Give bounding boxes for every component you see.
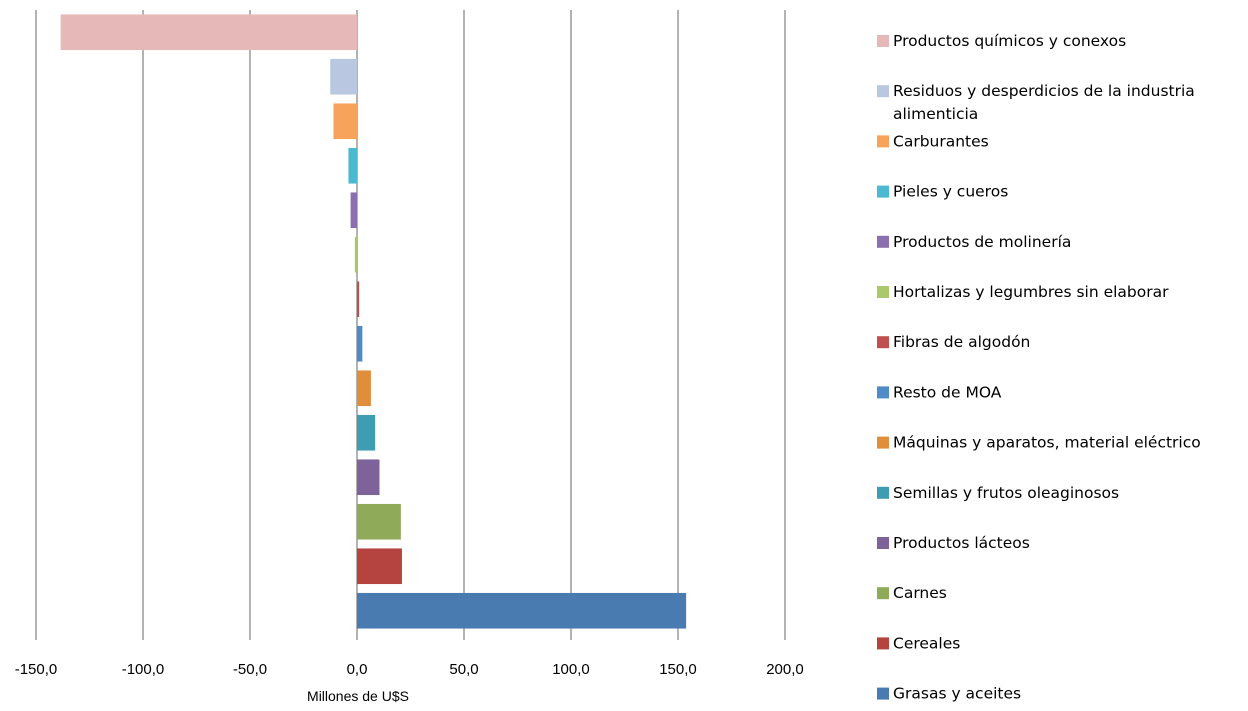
bar-0	[60, 14, 358, 51]
legend-swatch	[877, 637, 889, 650]
bar-11	[357, 503, 401, 540]
x-axis-title: Millones de U$S	[307, 688, 409, 704]
legend-label: Hortalizas y legumbres sin elaborar	[893, 283, 1169, 301]
legend-label: Cereales	[893, 634, 960, 652]
x-tick-label: 150,0	[659, 661, 697, 678]
legend-label: Productos de molinería	[893, 233, 1071, 251]
legend-label: alimenticia	[893, 105, 978, 123]
legend: Productos químicos y conexos Residuos y d…	[877, 32, 1201, 703]
legend-label: Carburantes	[893, 132, 989, 150]
x-tick-label: 50,0	[449, 661, 478, 678]
bar-9	[357, 414, 376, 451]
bar-6	[357, 281, 360, 318]
bars	[60, 14, 687, 629]
legend-swatch	[877, 235, 889, 248]
legend-swatch	[877, 537, 889, 549]
bar-2	[333, 103, 357, 140]
legend-swatch	[877, 336, 889, 349]
legend-swatch	[877, 587, 889, 600]
bar-5	[354, 236, 357, 273]
legend-label: Fibras de algodón	[893, 333, 1030, 351]
legend-swatch	[877, 486, 889, 499]
x-tick-label: -100,0	[122, 661, 165, 678]
legend-label: Máquinas y aparatos, material eléctrico	[893, 434, 1201, 452]
legend-swatch	[877, 687, 889, 700]
legend-label: Resto de MOA	[893, 383, 1002, 401]
legend-label: Productos químicos y conexos	[893, 32, 1126, 50]
legend-swatch	[877, 135, 889, 148]
bar-3	[348, 147, 357, 184]
legend-label: Pieles y cueros	[893, 183, 1008, 201]
legend-swatch	[877, 436, 889, 449]
bar-8	[357, 370, 371, 407]
legend-label: Carnes	[893, 584, 947, 602]
legend-swatch	[877, 185, 889, 198]
gridlines	[35, 10, 786, 640]
x-tick-label: -50,0	[233, 661, 267, 678]
legend-label: Residuos y desperdicios de la industria	[893, 82, 1195, 100]
bar-10	[357, 459, 380, 496]
bar-13	[357, 592, 687, 629]
x-tick-labels: -150,0 -100,0 -50,0 0,0 50,0 100,0 150,0 200,0	[15, 661, 804, 678]
legend-swatch	[877, 85, 889, 98]
legend-swatch	[877, 286, 889, 298]
bar-1	[330, 58, 357, 95]
x-tick-label: -150,0	[15, 661, 58, 678]
bar-12	[357, 548, 402, 585]
legend-swatch	[877, 35, 889, 47]
bar-7	[357, 325, 363, 362]
x-tick-label: 0,0	[347, 661, 368, 678]
legend-label: Grasas y aceites	[893, 685, 1021, 703]
bar-4	[350, 192, 357, 229]
x-tick-label: 100,0	[552, 661, 590, 678]
x-tick-label: 200,0	[766, 661, 804, 678]
legend-label: Semillas y frutos oleaginosos	[893, 484, 1119, 502]
legend-swatch	[877, 386, 889, 399]
legend-label: Productos lácteos	[893, 534, 1030, 552]
